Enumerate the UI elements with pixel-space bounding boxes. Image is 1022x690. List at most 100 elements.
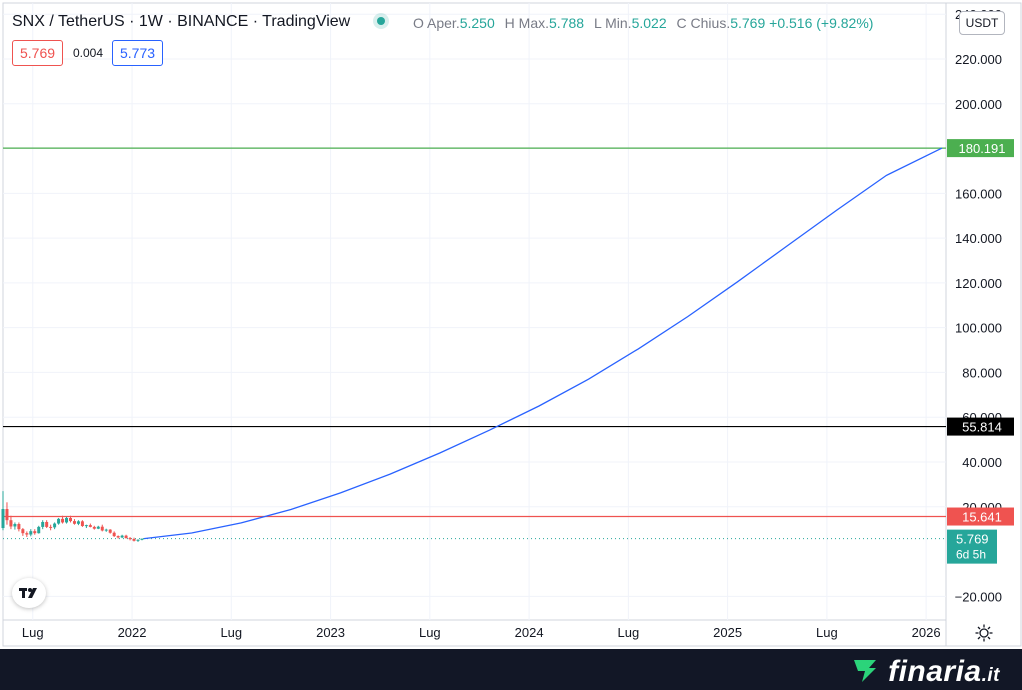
symbol-name[interactable]: SNX / TetherUS: [12, 13, 125, 30]
spread-value: 0.004: [73, 46, 104, 60]
candle-body: [37, 526, 41, 534]
header-separator: ·: [129, 13, 135, 30]
last-price-tag: [947, 529, 997, 564]
candle-body: [100, 526, 104, 531]
candle-body: [76, 521, 80, 524]
level-price-tag: [947, 139, 1014, 158]
change-value: +0.516 (+9.82%): [769, 15, 874, 31]
candle-body: [128, 538, 132, 540]
candle-body: [108, 529, 112, 533]
candle-body: [80, 521, 84, 527]
sell-price-button[interactable]: 5.769: [12, 40, 64, 66]
exchange: BINANCE: [177, 13, 249, 30]
open-key: O: [413, 15, 424, 31]
header-separator: ·: [167, 13, 173, 30]
candle-body: [57, 518, 61, 524]
y-tick-label: 40.000: [962, 455, 1002, 470]
y-tick-label: 220.000: [955, 52, 1002, 67]
candle-body: [33, 531, 37, 534]
candle-body: [61, 518, 65, 523]
brand-name: finaria: [888, 655, 982, 688]
low-name: Min.: [605, 15, 632, 31]
y-tick-label: 100.000: [955, 321, 1002, 336]
candle-body: [1, 509, 5, 529]
x-tick-label: 2024: [515, 625, 544, 640]
open-name: Aper.: [427, 15, 460, 31]
x-tick-label: 2023: [316, 625, 345, 640]
x-tick-label: Lug: [220, 625, 242, 640]
header-separator: ·: [252, 13, 259, 30]
candle-body: [49, 526, 53, 528]
high-name: Max.: [518, 15, 550, 31]
x-tick-label: Lug: [419, 625, 441, 640]
x-tick-label: Lug: [816, 625, 838, 640]
y-tick-label: 80.000: [962, 365, 1002, 380]
settings-gear-icon[interactable]: [975, 624, 993, 642]
low-value: 5.022: [631, 15, 667, 31]
level-price-label: 180.191: [959, 141, 1006, 156]
candle-body: [21, 529, 25, 534]
level-price-tag: [947, 417, 1014, 436]
high-key: H: [504, 15, 515, 31]
candle-body: [68, 517, 72, 522]
candle-body: [112, 532, 116, 537]
candle-body: [132, 539, 136, 541]
data-source: TradingView: [262, 13, 351, 30]
currency-button[interactable]: USDT: [959, 11, 1005, 35]
market-status-icon[interactable]: [376, 17, 385, 26]
footer-bar: [0, 649, 1022, 690]
finaria-brand[interactable]: finaria.it: [888, 655, 1000, 689]
candle-body: [136, 539, 140, 541]
candle-body: [124, 535, 128, 539]
open-value: 5.250: [459, 15, 495, 31]
candle-body: [53, 523, 57, 528]
tradingview-logo-icon[interactable]: [12, 578, 46, 608]
ohlc-readout: O Aper.5.250 H Max.5.788 L Min.5.022 C C…: [413, 15, 873, 31]
candle-body: [45, 521, 49, 527]
candle-body: [41, 521, 45, 527]
y-tick-label: 200.000: [955, 97, 1002, 112]
candle-body: [104, 529, 108, 531]
candle-body: [72, 521, 76, 524]
x-tick-label: Lug: [618, 625, 640, 640]
candle-body: [96, 526, 100, 529]
close-value: 5.769: [730, 15, 766, 31]
brand-tld: .it: [981, 665, 1000, 686]
candle-body: [84, 525, 88, 527]
candle-body: [25, 533, 29, 535]
interval[interactable]: 1W: [138, 13, 163, 30]
candle-body: [13, 524, 17, 527]
candle-body: [92, 526, 96, 529]
last-price-label: 5.769: [956, 532, 989, 547]
chart-header: SNX / TetherUS · 1W · BINANCE · TradingV…: [12, 13, 393, 31]
candle-body: [5, 509, 9, 521]
candle-body: [9, 520, 13, 527]
candle-body: [140, 538, 144, 540]
candle-body: [17, 524, 21, 530]
level-price-label: 55.814: [962, 420, 1002, 435]
level-price-label: 15.641: [962, 510, 1002, 525]
high-value: 5.788: [549, 15, 585, 31]
chart-frame: [2, 2, 1022, 647]
x-tick-label: 2026: [912, 625, 941, 640]
candle-body: [120, 535, 124, 538]
candle-body: [116, 536, 120, 538]
projection-line: [143, 147, 943, 540]
close-key: C: [676, 15, 687, 31]
candle-body: [29, 531, 33, 535]
buy-price-button[interactable]: 5.773: [112, 40, 164, 66]
y-tick-label: 160.000: [955, 186, 1002, 201]
x-tick-label: Lug: [22, 625, 44, 640]
finaria-logo-icon: [854, 660, 876, 682]
low-key: L: [593, 15, 602, 31]
candle-body: [65, 517, 69, 523]
y-tick-label: 140.000: [955, 231, 1002, 246]
x-tick-label: 2022: [118, 625, 147, 640]
y-tick-label: −20.000: [955, 589, 1002, 604]
bar-countdown-label: 6d 5h: [956, 548, 986, 562]
close-name: Chius.: [690, 15, 731, 31]
level-price-tag: [947, 507, 1014, 526]
x-tick-label: 2025: [713, 625, 742, 640]
y-tick-label: 120.000: [955, 276, 1002, 291]
